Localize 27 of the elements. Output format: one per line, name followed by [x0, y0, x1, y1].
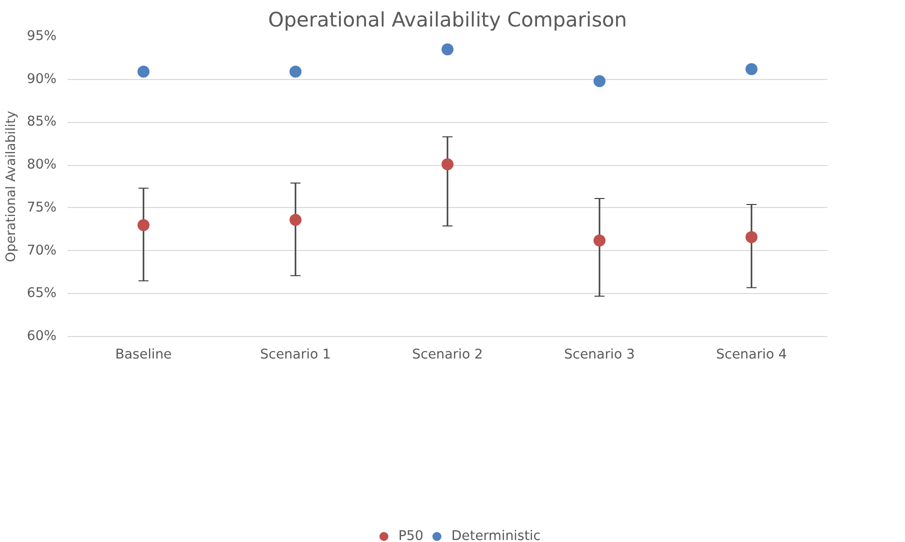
y-tick-label: 80%: [26, 158, 56, 173]
x-tick-label: Baseline: [115, 348, 172, 362]
point: [442, 158, 454, 170]
point: [138, 219, 150, 232]
legend-label: Deterministic: [451, 528, 541, 542]
y-axis-title: Operational Availability: [4, 110, 19, 262]
y-tick-label: 95%: [26, 29, 56, 44]
y-tick-label: 90%: [26, 72, 56, 87]
point: [442, 43, 454, 56]
point: [746, 63, 758, 76]
point: [594, 234, 606, 246]
chart-title: Operational Availability Comparison: [268, 8, 627, 32]
point: [138, 66, 150, 78]
point: [746, 231, 758, 244]
x-tick-label: Scenario 3: [564, 348, 635, 362]
point: [290, 66, 302, 78]
x-tick-label: Scenario 4: [716, 348, 787, 362]
x-tick-label: Scenario 1: [260, 348, 331, 362]
y-tick-label: 70%: [26, 243, 56, 258]
point: [290, 214, 302, 226]
x-tick-label: Scenario 2: [412, 348, 483, 362]
y-tick-label: 75%: [26, 200, 56, 216]
legend-label: P50: [398, 528, 424, 542]
point: [594, 75, 606, 88]
y-tick-label: 65%: [26, 286, 56, 302]
y-tick-label: 85%: [26, 114, 56, 130]
y-tick-label: 60%: [26, 329, 56, 344]
